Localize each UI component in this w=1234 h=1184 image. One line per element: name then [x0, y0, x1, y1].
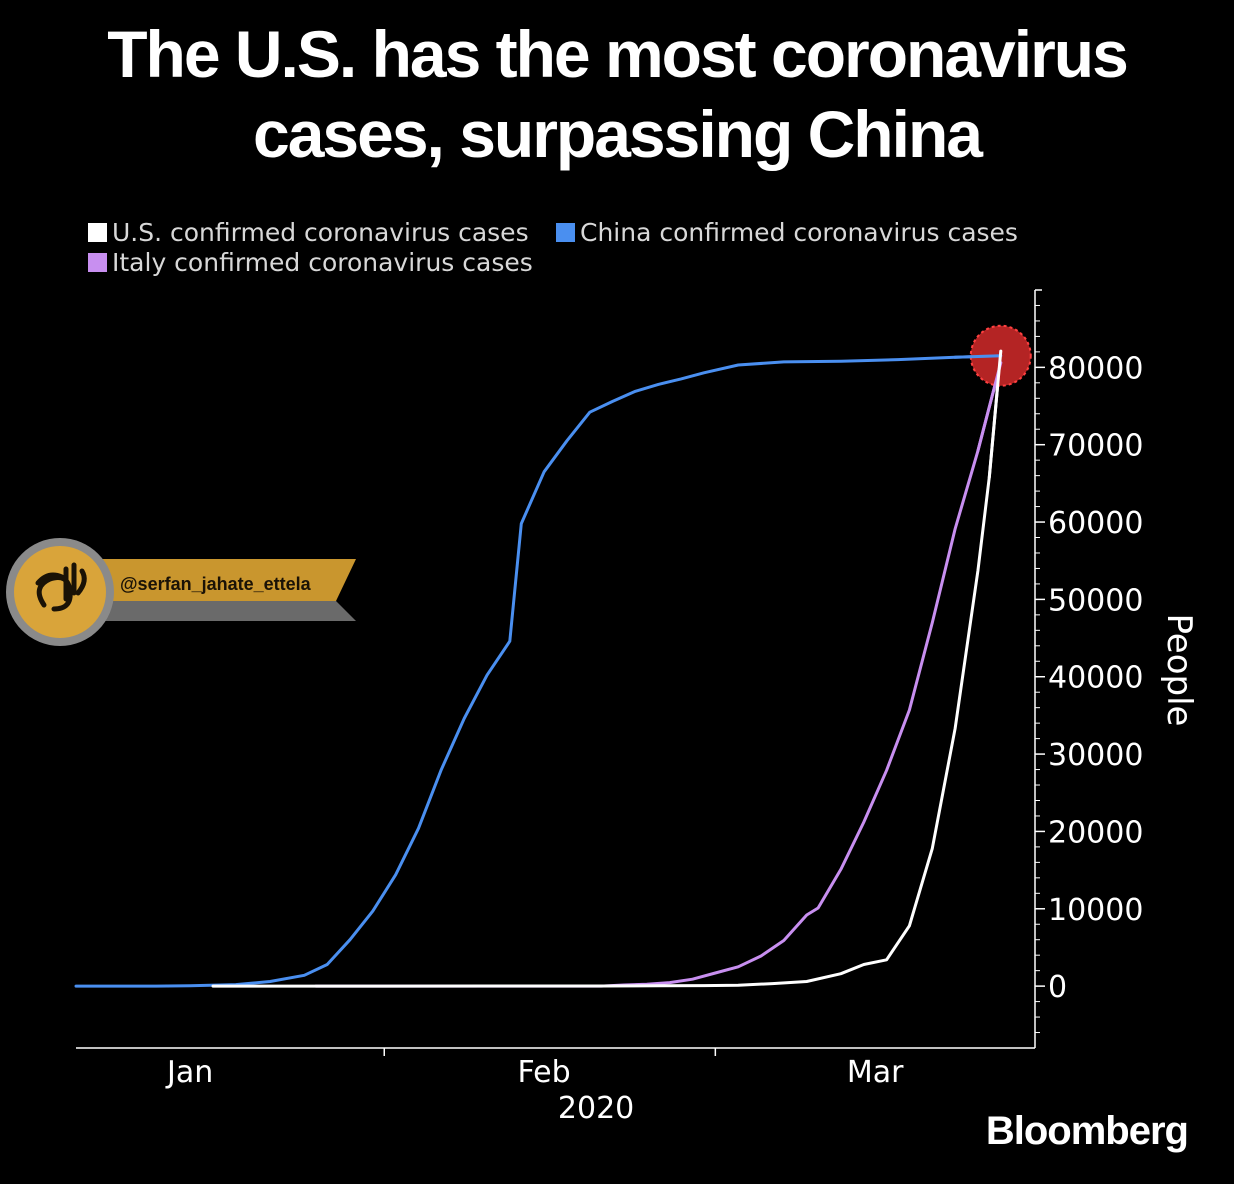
- legend-item-us: U.S. confirmed coronavirus cases: [88, 218, 529, 247]
- series-line-china: [74, 354, 1003, 988]
- chart-highlight: [953, 324, 1032, 479]
- title-line-2: cases, surpassing China: [253, 97, 983, 171]
- y-tick-label: 60000: [1048, 506, 1143, 541]
- legend-label-italy: Italy confirmed coronavirus cases: [112, 248, 533, 277]
- y-axis-title: People: [1159, 614, 1199, 727]
- series-line-italy: [314, 361, 1003, 988]
- calligraphy-logo-icon: [35, 562, 87, 612]
- chart-series: [74, 349, 1003, 988]
- legend-label-us: U.S. confirmed coronavirus cases: [112, 218, 529, 247]
- watermark-banner: [6, 538, 356, 646]
- series-tip-china: [953, 354, 1003, 359]
- y-tick-label: 20000: [1048, 815, 1143, 850]
- watermark-handle: @serfan_jahate_ettela: [120, 574, 311, 594]
- watermark-ribbon-shadow: [94, 601, 356, 621]
- y-tick-label: 0: [1048, 970, 1067, 1005]
- watermark-logo-disc: [14, 546, 106, 638]
- y-tick-label: 80000: [1048, 351, 1143, 386]
- title-line-1: The U.S. has the most coronavirus: [107, 17, 1129, 91]
- y-tick-label: 10000: [1048, 893, 1143, 928]
- series-line-us: [211, 349, 1003, 988]
- legend-item-china: China confirmed coronavirus cases: [556, 218, 1018, 247]
- y-tick-label: 50000: [1048, 583, 1143, 618]
- x-tick-label: Mar: [847, 1055, 904, 1090]
- watermark-ribbon: [94, 559, 356, 601]
- legend-swatch-china: [556, 223, 575, 242]
- x-tick-label: Jan: [165, 1055, 213, 1090]
- y-tick-label: 30000: [1048, 738, 1143, 773]
- x-tick-label: Feb: [518, 1055, 571, 1090]
- y-tick-label: 40000: [1048, 661, 1143, 696]
- legend-swatch-us: [88, 223, 107, 242]
- series-tip-us: [987, 349, 1003, 479]
- legend-item-italy: Italy confirmed coronavirus cases: [88, 248, 533, 277]
- x-year-label: 2020: [558, 1091, 634, 1126]
- legend-swatch-italy: [88, 253, 107, 272]
- chart-axes: Jan Feb Mar 2020 0 10000 20000 30000 40000 50000 6…: [76, 289, 1199, 1126]
- chart-title: The U.S. has the most coronavirus cases,…: [0, 14, 1234, 174]
- y-tick-label: 70000: [1048, 429, 1143, 464]
- legend-label-china: China confirmed coronavirus cases: [580, 218, 1018, 247]
- bloomberg-logo: Bloomberg: [985, 1109, 1189, 1153]
